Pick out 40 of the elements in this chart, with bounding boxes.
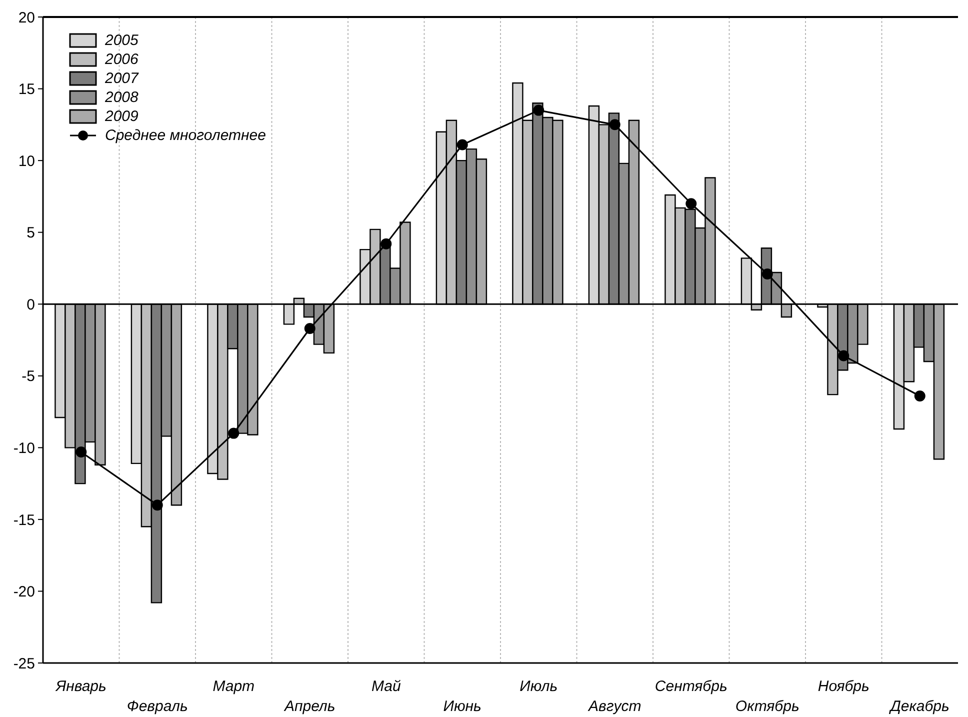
y-tick-label: -25 — [13, 655, 35, 672]
point — [380, 238, 392, 250]
x-tick-label: Июнь — [443, 698, 482, 715]
x-tick-label: Март — [212, 678, 255, 695]
y-tick-label: 0 — [26, 296, 35, 314]
x-tick-label: Сентябрь — [654, 678, 728, 695]
x-tick-label: Август — [588, 698, 642, 715]
y-tick-label: 20 — [18, 9, 35, 26]
y-tick-label: 15 — [18, 81, 35, 98]
point — [533, 104, 544, 116]
point — [762, 268, 773, 280]
y-tick-label: -5 — [22, 368, 35, 386]
point — [456, 139, 468, 150]
point — [686, 198, 697, 210]
y-tick-label: 5 — [26, 224, 35, 242]
x-tick-label: Январь — [54, 678, 107, 695]
legend-label: 2009 — [105, 107, 138, 126]
point — [838, 350, 850, 362]
x-tick-label: Февраль — [126, 698, 188, 715]
y-tick-label: -10 — [13, 440, 35, 457]
x-tick-label: Октябрь — [735, 698, 800, 715]
point — [304, 323, 316, 334]
x-tick-label: Ноябрь — [818, 678, 870, 695]
point — [609, 119, 620, 130]
point — [76, 446, 87, 458]
legend-label: 2005 — [105, 31, 138, 50]
legend-label: 2007 — [105, 69, 138, 88]
x-tick-label: Июль — [520, 678, 558, 695]
y-tick-label: -20 — [13, 584, 35, 601]
point — [914, 390, 926, 402]
x-tick-label: Май — [371, 678, 402, 695]
y-tick-label: -15 — [13, 512, 35, 529]
y-tick-label: 10 — [18, 152, 35, 170]
point — [152, 500, 163, 511]
x-tick-label: Апрель — [283, 698, 336, 715]
point — [228, 428, 240, 439]
legend-label: 2006 — [105, 50, 138, 69]
legend-label: 2008 — [105, 88, 138, 107]
legend-label: Среднее многолетнее — [105, 126, 266, 145]
x-tick-label: Декабрь — [888, 698, 950, 715]
